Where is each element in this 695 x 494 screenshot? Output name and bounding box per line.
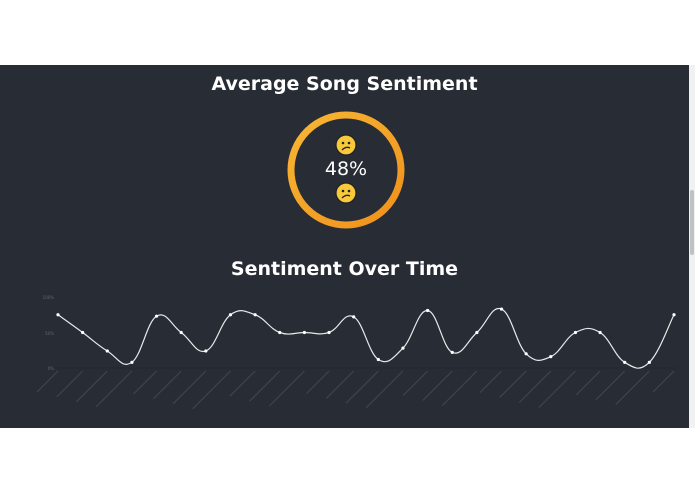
x-tick-label bbox=[499, 370, 527, 399]
data-point[interactable] bbox=[524, 352, 528, 356]
data-point[interactable] bbox=[105, 349, 109, 353]
data-point[interactable] bbox=[327, 330, 331, 335]
x-tick-label bbox=[152, 370, 182, 400]
data-point[interactable] bbox=[204, 349, 208, 353]
data-point[interactable] bbox=[549, 355, 553, 359]
x-tick-label bbox=[518, 370, 552, 403]
gauge-ring bbox=[287, 111, 405, 229]
x-tick-label bbox=[192, 370, 231, 410]
data-point[interactable] bbox=[228, 313, 233, 317]
x-tick-label bbox=[56, 370, 84, 398]
y-tick-label: 0% bbox=[48, 366, 55, 371]
x-tick-label bbox=[595, 370, 626, 401]
x-tick-label bbox=[402, 370, 429, 396]
data-point[interactable] bbox=[499, 307, 504, 311]
data-point[interactable] bbox=[573, 330, 578, 335]
x-tick-label bbox=[652, 370, 675, 393]
data-point[interactable] bbox=[647, 360, 651, 364]
sentiment-line-chart: 100% 50% 0% bbox=[36, 295, 676, 410]
series-line bbox=[57, 307, 675, 369]
x-tick-label bbox=[538, 370, 576, 408]
data-point[interactable] bbox=[450, 350, 454, 354]
x-tick-label bbox=[422, 370, 453, 401]
x-tick-label bbox=[249, 370, 281, 402]
x-tick-label bbox=[345, 370, 379, 404]
x-tick-label bbox=[365, 370, 404, 409]
confused-face-icon bbox=[335, 182, 357, 204]
data-point[interactable] bbox=[475, 330, 479, 335]
data-point[interactable] bbox=[401, 346, 405, 350]
data-point[interactable] bbox=[598, 330, 602, 335]
data-point[interactable] bbox=[376, 357, 380, 362]
data-point[interactable] bbox=[352, 315, 356, 319]
x-tick-label bbox=[95, 370, 133, 408]
data-point[interactable] bbox=[81, 330, 85, 335]
x-tick-label bbox=[229, 370, 256, 397]
sentiment-gauge bbox=[287, 111, 405, 229]
data-point[interactable] bbox=[302, 330, 306, 335]
gauge-value: 48% bbox=[324, 158, 368, 180]
x-tick-label bbox=[76, 370, 108, 403]
confused-face-icon bbox=[335, 134, 357, 156]
chart-title: Sentiment Over Time bbox=[230, 258, 459, 280]
data-point[interactable] bbox=[56, 313, 60, 317]
x-tick-label bbox=[615, 370, 650, 406]
data-point[interactable] bbox=[154, 314, 159, 318]
scrollbar-thumb[interactable] bbox=[690, 190, 694, 255]
x-tick-label bbox=[133, 370, 157, 395]
x-tick-label bbox=[36, 370, 59, 393]
data-point[interactable] bbox=[672, 313, 676, 317]
y-tick-label: 100% bbox=[43, 295, 55, 300]
data-point[interactable] bbox=[623, 360, 627, 364]
data-point[interactable] bbox=[179, 330, 183, 335]
data-point[interactable] bbox=[426, 308, 430, 313]
x-tick-label bbox=[442, 370, 478, 406]
x-tick-label bbox=[268, 370, 305, 407]
x-tick-label bbox=[306, 370, 330, 394]
scrollbar[interactable] bbox=[689, 65, 695, 428]
gauge-title: Average Song Sentiment bbox=[211, 73, 478, 95]
y-tick-label: 50% bbox=[45, 331, 54, 336]
data-point[interactable] bbox=[253, 313, 257, 317]
x-tick-label bbox=[575, 370, 601, 396]
x-tick-label bbox=[479, 370, 502, 394]
x-tick-label bbox=[325, 370, 355, 399]
x-tick-label bbox=[172, 370, 207, 405]
data-point[interactable] bbox=[278, 330, 282, 335]
data-point[interactable] bbox=[130, 360, 134, 364]
